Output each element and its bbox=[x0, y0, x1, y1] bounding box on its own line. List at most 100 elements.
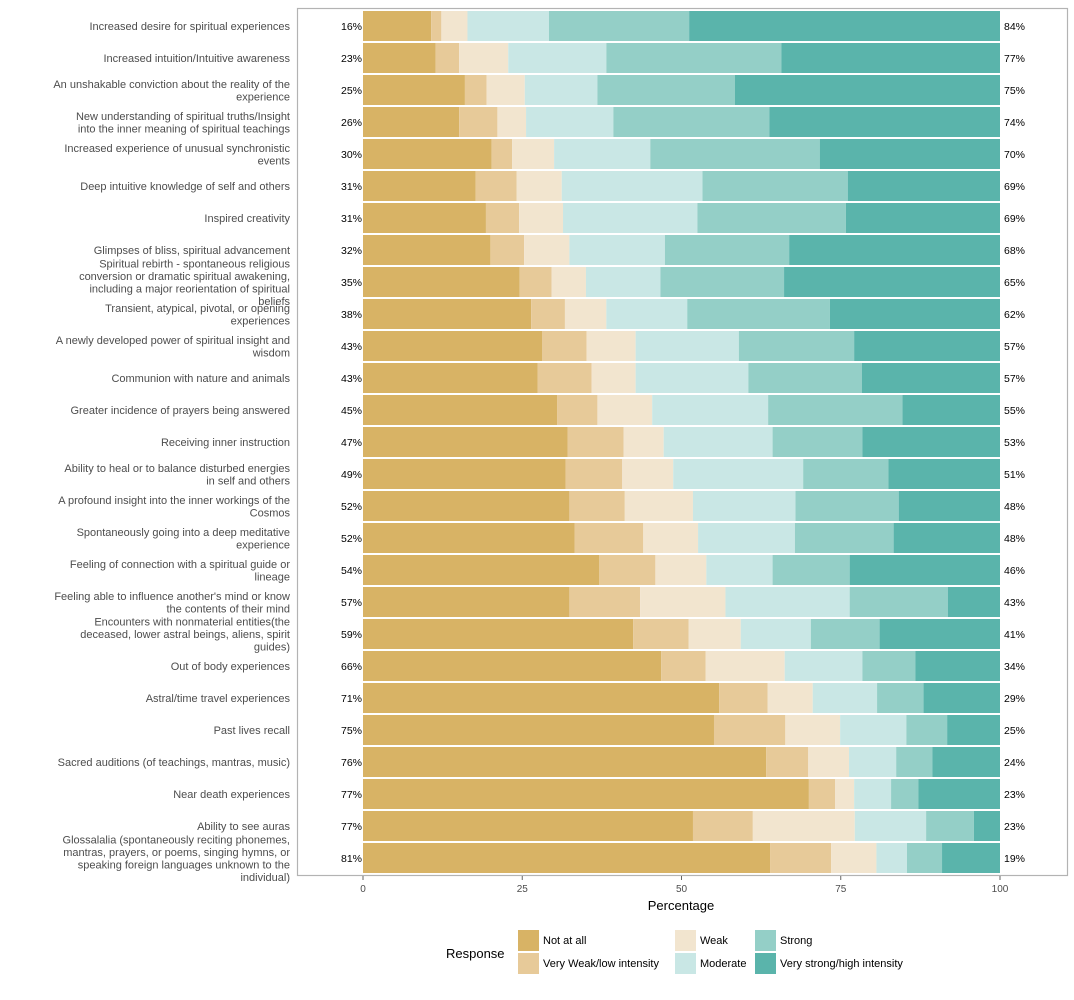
bar-segment bbox=[942, 843, 1000, 873]
x-tick-label: 0 bbox=[360, 884, 366, 895]
bar-segment bbox=[725, 587, 850, 617]
left-percentage-label: 35% bbox=[341, 277, 362, 289]
left-percentage-label: 23% bbox=[341, 53, 362, 65]
left-percentage-label: 59% bbox=[341, 629, 362, 641]
category-label: experience bbox=[236, 539, 290, 551]
bar-segment bbox=[689, 11, 1000, 41]
bar-segment bbox=[363, 395, 558, 425]
left-percentage-label: 52% bbox=[341, 501, 362, 513]
bar-segment bbox=[692, 811, 753, 841]
bar-segment bbox=[363, 43, 436, 73]
category-label: Out of body experiences bbox=[171, 661, 291, 673]
bar-segment bbox=[738, 331, 855, 361]
category-label: beliefs bbox=[258, 296, 290, 308]
right-percentage-label: 68% bbox=[1004, 245, 1025, 257]
bar-segment bbox=[697, 203, 846, 233]
bar-segment bbox=[569, 587, 641, 617]
category-label: Increased experience of unusual synchron… bbox=[64, 143, 290, 155]
category-label: conversion or dramatic spiritual awakeni… bbox=[79, 271, 290, 283]
bar-segment bbox=[363, 139, 492, 169]
left-percentage-label: 66% bbox=[341, 661, 362, 673]
left-percentage-label: 45% bbox=[341, 405, 362, 417]
legend-label: Strong bbox=[780, 935, 812, 947]
bar-segment bbox=[497, 107, 527, 137]
bar-segment bbox=[862, 427, 1000, 457]
bar-segment bbox=[660, 267, 785, 297]
bar-segment bbox=[485, 203, 520, 233]
bar-segment bbox=[829, 299, 1000, 329]
bar-segment bbox=[789, 235, 1000, 265]
bar-segment bbox=[363, 363, 538, 393]
bar-segment bbox=[537, 363, 592, 393]
bar-segment bbox=[854, 331, 1000, 361]
bar-segment bbox=[923, 683, 1000, 713]
bar-segment bbox=[840, 715, 907, 745]
bar-segment bbox=[663, 427, 773, 457]
bar-segment bbox=[486, 75, 525, 105]
bar-segment bbox=[947, 587, 1000, 617]
bar-segment bbox=[932, 747, 1000, 777]
bar-segment bbox=[541, 331, 587, 361]
category-label: Spiritual rebirth - spontaneous religiou… bbox=[99, 258, 290, 270]
right-percentage-label: 69% bbox=[1004, 181, 1025, 193]
category-label: lineage bbox=[255, 571, 290, 583]
bar-segment bbox=[569, 235, 665, 265]
bar-segment bbox=[622, 459, 674, 489]
right-percentage-label: 48% bbox=[1004, 501, 1025, 513]
bar-segment bbox=[877, 683, 924, 713]
bar-segment bbox=[835, 779, 855, 809]
bar-segment bbox=[467, 11, 550, 41]
left-percentage-label: 71% bbox=[341, 693, 362, 705]
category-label: the contents of their mind bbox=[166, 603, 290, 615]
bar-segment bbox=[812, 683, 878, 713]
bar-segment bbox=[845, 203, 1000, 233]
bar-segment bbox=[567, 427, 624, 457]
left-percentage-label: 31% bbox=[341, 213, 362, 225]
bar-segment bbox=[569, 491, 625, 521]
bar-segment bbox=[650, 139, 820, 169]
right-percentage-label: 57% bbox=[1004, 341, 1025, 353]
left-percentage-label: 77% bbox=[341, 789, 362, 801]
bar-segment bbox=[819, 139, 1000, 169]
bar-segment bbox=[719, 683, 768, 713]
left-percentage-label: 75% bbox=[341, 725, 362, 737]
legend-label: Very strong/high intensity bbox=[780, 958, 903, 970]
right-percentage-label: 23% bbox=[1004, 821, 1025, 833]
bar-segment bbox=[554, 139, 651, 169]
bar-segment bbox=[363, 491, 570, 521]
x-tick-label: 100 bbox=[992, 884, 1009, 895]
bar-segment bbox=[831, 843, 877, 873]
category-label: New understanding of spiritual truths/In… bbox=[76, 111, 290, 123]
left-percentage-label: 49% bbox=[341, 469, 362, 481]
x-tick-label: 25 bbox=[517, 884, 529, 895]
category-label: mantras, prayers, or poems, singing hymn… bbox=[63, 847, 290, 859]
bar-segment bbox=[516, 171, 562, 201]
left-percentage-label: 43% bbox=[341, 341, 362, 353]
category-label: Receiving inner instruction bbox=[161, 437, 290, 449]
legend-swatch bbox=[755, 953, 776, 974]
bar-segment bbox=[363, 779, 809, 809]
bar-segment bbox=[748, 363, 862, 393]
left-percentage-label: 77% bbox=[341, 821, 362, 833]
category-label: Glossalalia (spontaneously reciting phon… bbox=[63, 834, 290, 846]
bar-segment bbox=[643, 523, 699, 553]
bar-segment bbox=[861, 363, 1000, 393]
category-label: Increased desire for spiritual experienc… bbox=[89, 21, 290, 33]
bar-segment bbox=[519, 267, 552, 297]
bar-segment bbox=[891, 779, 919, 809]
bar-segment bbox=[795, 491, 899, 521]
left-percentage-label: 30% bbox=[341, 149, 362, 161]
bar-segment bbox=[713, 715, 786, 745]
bar-segment bbox=[893, 523, 1000, 553]
legend-label: Very Weak/low intensity bbox=[543, 958, 659, 970]
bar-segment bbox=[363, 747, 767, 777]
left-percentage-label: 76% bbox=[341, 757, 362, 769]
bar-segment bbox=[770, 843, 832, 873]
bar-segment bbox=[435, 43, 460, 73]
right-percentage-label: 25% bbox=[1004, 725, 1025, 737]
bar-segment bbox=[363, 587, 570, 617]
bar-segment bbox=[363, 523, 575, 553]
bar-segment bbox=[363, 715, 714, 745]
bar-segment bbox=[698, 523, 795, 553]
category-label: into the inner meaning of spiritual teac… bbox=[78, 123, 291, 135]
